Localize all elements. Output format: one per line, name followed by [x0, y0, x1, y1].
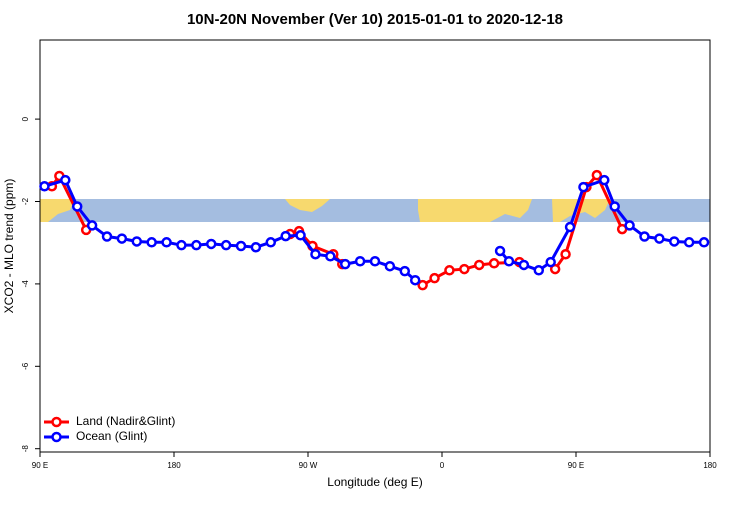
data-point — [459, 263, 470, 275]
plot-frame — [39, 39, 711, 453]
data-point — [560, 248, 571, 260]
land-patch — [552, 199, 610, 222]
data-point — [39, 181, 50, 192]
data-point — [146, 237, 157, 248]
y-axis-label: XCO2 - MLO trend (ppm) — [2, 179, 16, 314]
legend-marker — [51, 416, 62, 428]
legend-marker — [51, 431, 62, 443]
x-tick-label: 90 E — [568, 461, 584, 470]
data-point — [220, 239, 232, 251]
data-point — [473, 259, 485, 271]
data-point — [250, 241, 262, 253]
data-point — [654, 233, 665, 244]
land-patch — [40, 199, 75, 222]
data-point — [384, 260, 396, 272]
data-point — [494, 245, 506, 257]
data-point — [354, 255, 366, 267]
data-point — [116, 233, 128, 244]
data-point — [599, 174, 610, 186]
legend-label: Ocean (Glint) — [76, 429, 147, 443]
data-point — [578, 181, 589, 193]
x-tick-label: 90 W — [299, 461, 318, 470]
y-tick-label: -8 — [21, 445, 30, 453]
y-tick-label: -4 — [21, 280, 30, 288]
data-point — [295, 230, 306, 241]
data-point — [191, 239, 202, 251]
data-point — [205, 238, 217, 250]
data-point — [310, 248, 321, 260]
x-tick-label: 0 — [440, 461, 445, 470]
data-point — [624, 220, 635, 231]
data-point — [639, 231, 650, 242]
y-tick-label: -6 — [21, 362, 30, 370]
legend-label: Land (Nadir&Glint) — [76, 414, 175, 428]
data-point — [86, 220, 98, 231]
data-point — [591, 169, 603, 181]
land-patch — [418, 199, 532, 222]
x-tick-label: 180 — [167, 461, 181, 470]
data-point — [176, 239, 187, 251]
data-point — [60, 174, 71, 186]
map-strip — [40, 199, 710, 222]
data-point — [669, 236, 680, 247]
data-point — [564, 221, 576, 233]
data-point — [409, 274, 421, 286]
data-point — [503, 255, 515, 267]
data-point — [533, 265, 545, 276]
x-tick-label: 180 — [703, 461, 717, 470]
data-point — [235, 240, 247, 252]
chart-title: 10N-20N November (Ver 10) 2015-01-01 to … — [187, 11, 563, 28]
data-point — [518, 259, 530, 271]
ocean-strip — [40, 199, 710, 222]
x-tick-label: 90 E — [32, 461, 48, 470]
data-point — [417, 279, 428, 291]
data-point — [369, 255, 381, 267]
data-point — [339, 258, 351, 270]
data-point — [683, 237, 695, 248]
y-tick-label: 0 — [21, 116, 30, 121]
data-point — [101, 231, 113, 242]
data-point — [161, 237, 172, 248]
data-point — [280, 230, 291, 242]
data-point — [488, 258, 500, 269]
data-point — [325, 251, 336, 262]
x-axis-label: Longitude (deg E) — [327, 475, 422, 489]
data-point — [545, 256, 556, 268]
data-point — [131, 236, 143, 247]
data-point — [71, 201, 83, 212]
data-point — [698, 237, 710, 248]
land-patch — [285, 199, 330, 212]
data-point — [399, 265, 411, 277]
data-point — [429, 272, 440, 284]
data-point — [444, 265, 455, 276]
data-point — [549, 263, 561, 275]
data-point — [265, 237, 277, 248]
y-tick-label: -2 — [21, 197, 30, 205]
data-point — [609, 201, 620, 212]
